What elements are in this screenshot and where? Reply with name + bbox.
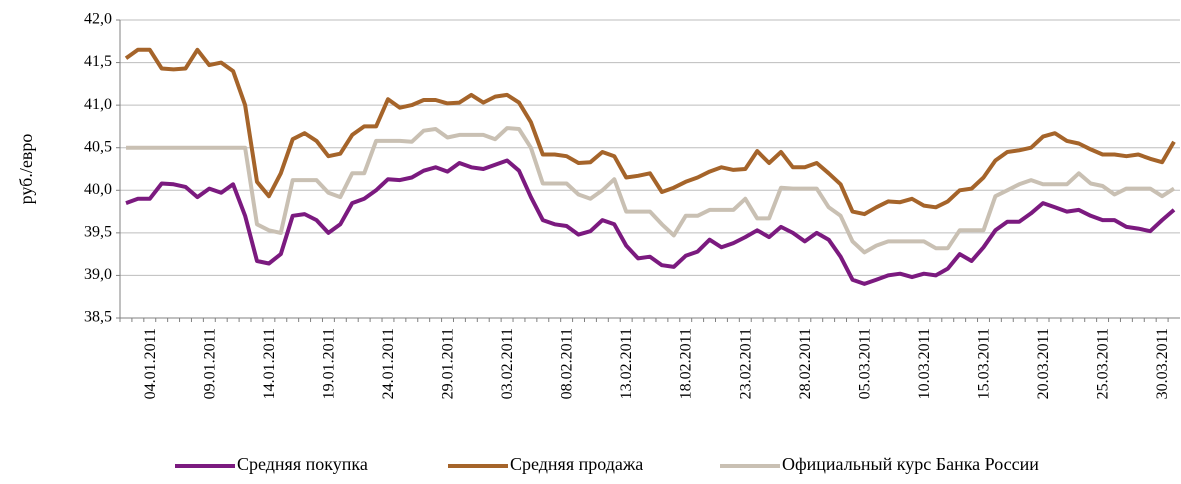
x-tick-label: 19.01.2011 — [320, 328, 337, 399]
x-tick-label: 09.01.2011 — [201, 328, 218, 399]
y-tick-label: 42,0 — [84, 11, 112, 28]
series-line — [125, 158, 1176, 286]
legend-label: Средняя продажа — [510, 454, 643, 474]
x-tick-label: 23.02.2011 — [737, 328, 754, 399]
x-tick-label: 03.02.2011 — [499, 328, 516, 399]
y-tick-label: 39,5 — [84, 224, 112, 241]
x-tick-label: 30.03.2011 — [1154, 328, 1171, 399]
series-line — [124, 47, 1176, 217]
x-tick-label: 05.03.2011 — [856, 328, 873, 399]
series-line — [126, 126, 1176, 255]
legend-label: Средняя покупка — [237, 454, 368, 474]
y-axis-label: руб./евро — [16, 134, 36, 205]
x-tick-label: 10.03.2011 — [916, 328, 933, 399]
x-tick-label: 29.01.2011 — [440, 328, 457, 399]
x-tick-label: 08.02.2011 — [559, 328, 576, 399]
x-tick-label: 15.03.2011 — [975, 328, 992, 399]
x-tick-label: 20.03.2011 — [1035, 328, 1052, 399]
y-tick-label: 39,0 — [84, 266, 112, 283]
x-tick-label: 04.01.2011 — [142, 328, 159, 399]
x-tick-label: 14.01.2011 — [261, 328, 278, 399]
x-tick-label: 28.02.2011 — [797, 328, 814, 399]
x-tick-label: 18.02.2011 — [678, 328, 695, 399]
y-tick-label: 40,5 — [84, 138, 112, 155]
x-tick-label: 25.03.2011 — [1095, 328, 1112, 399]
y-tick-label: 40,0 — [84, 181, 112, 198]
x-tick-label: 24.01.2011 — [380, 328, 397, 399]
y-tick-label: 38,5 — [84, 309, 112, 326]
x-tick-label: 13.02.2011 — [618, 328, 635, 399]
y-tick-label: 41,5 — [84, 53, 112, 70]
y-tick-label: 41,0 — [84, 96, 112, 113]
legend-label: Официальный курс Банка России — [782, 454, 1039, 474]
